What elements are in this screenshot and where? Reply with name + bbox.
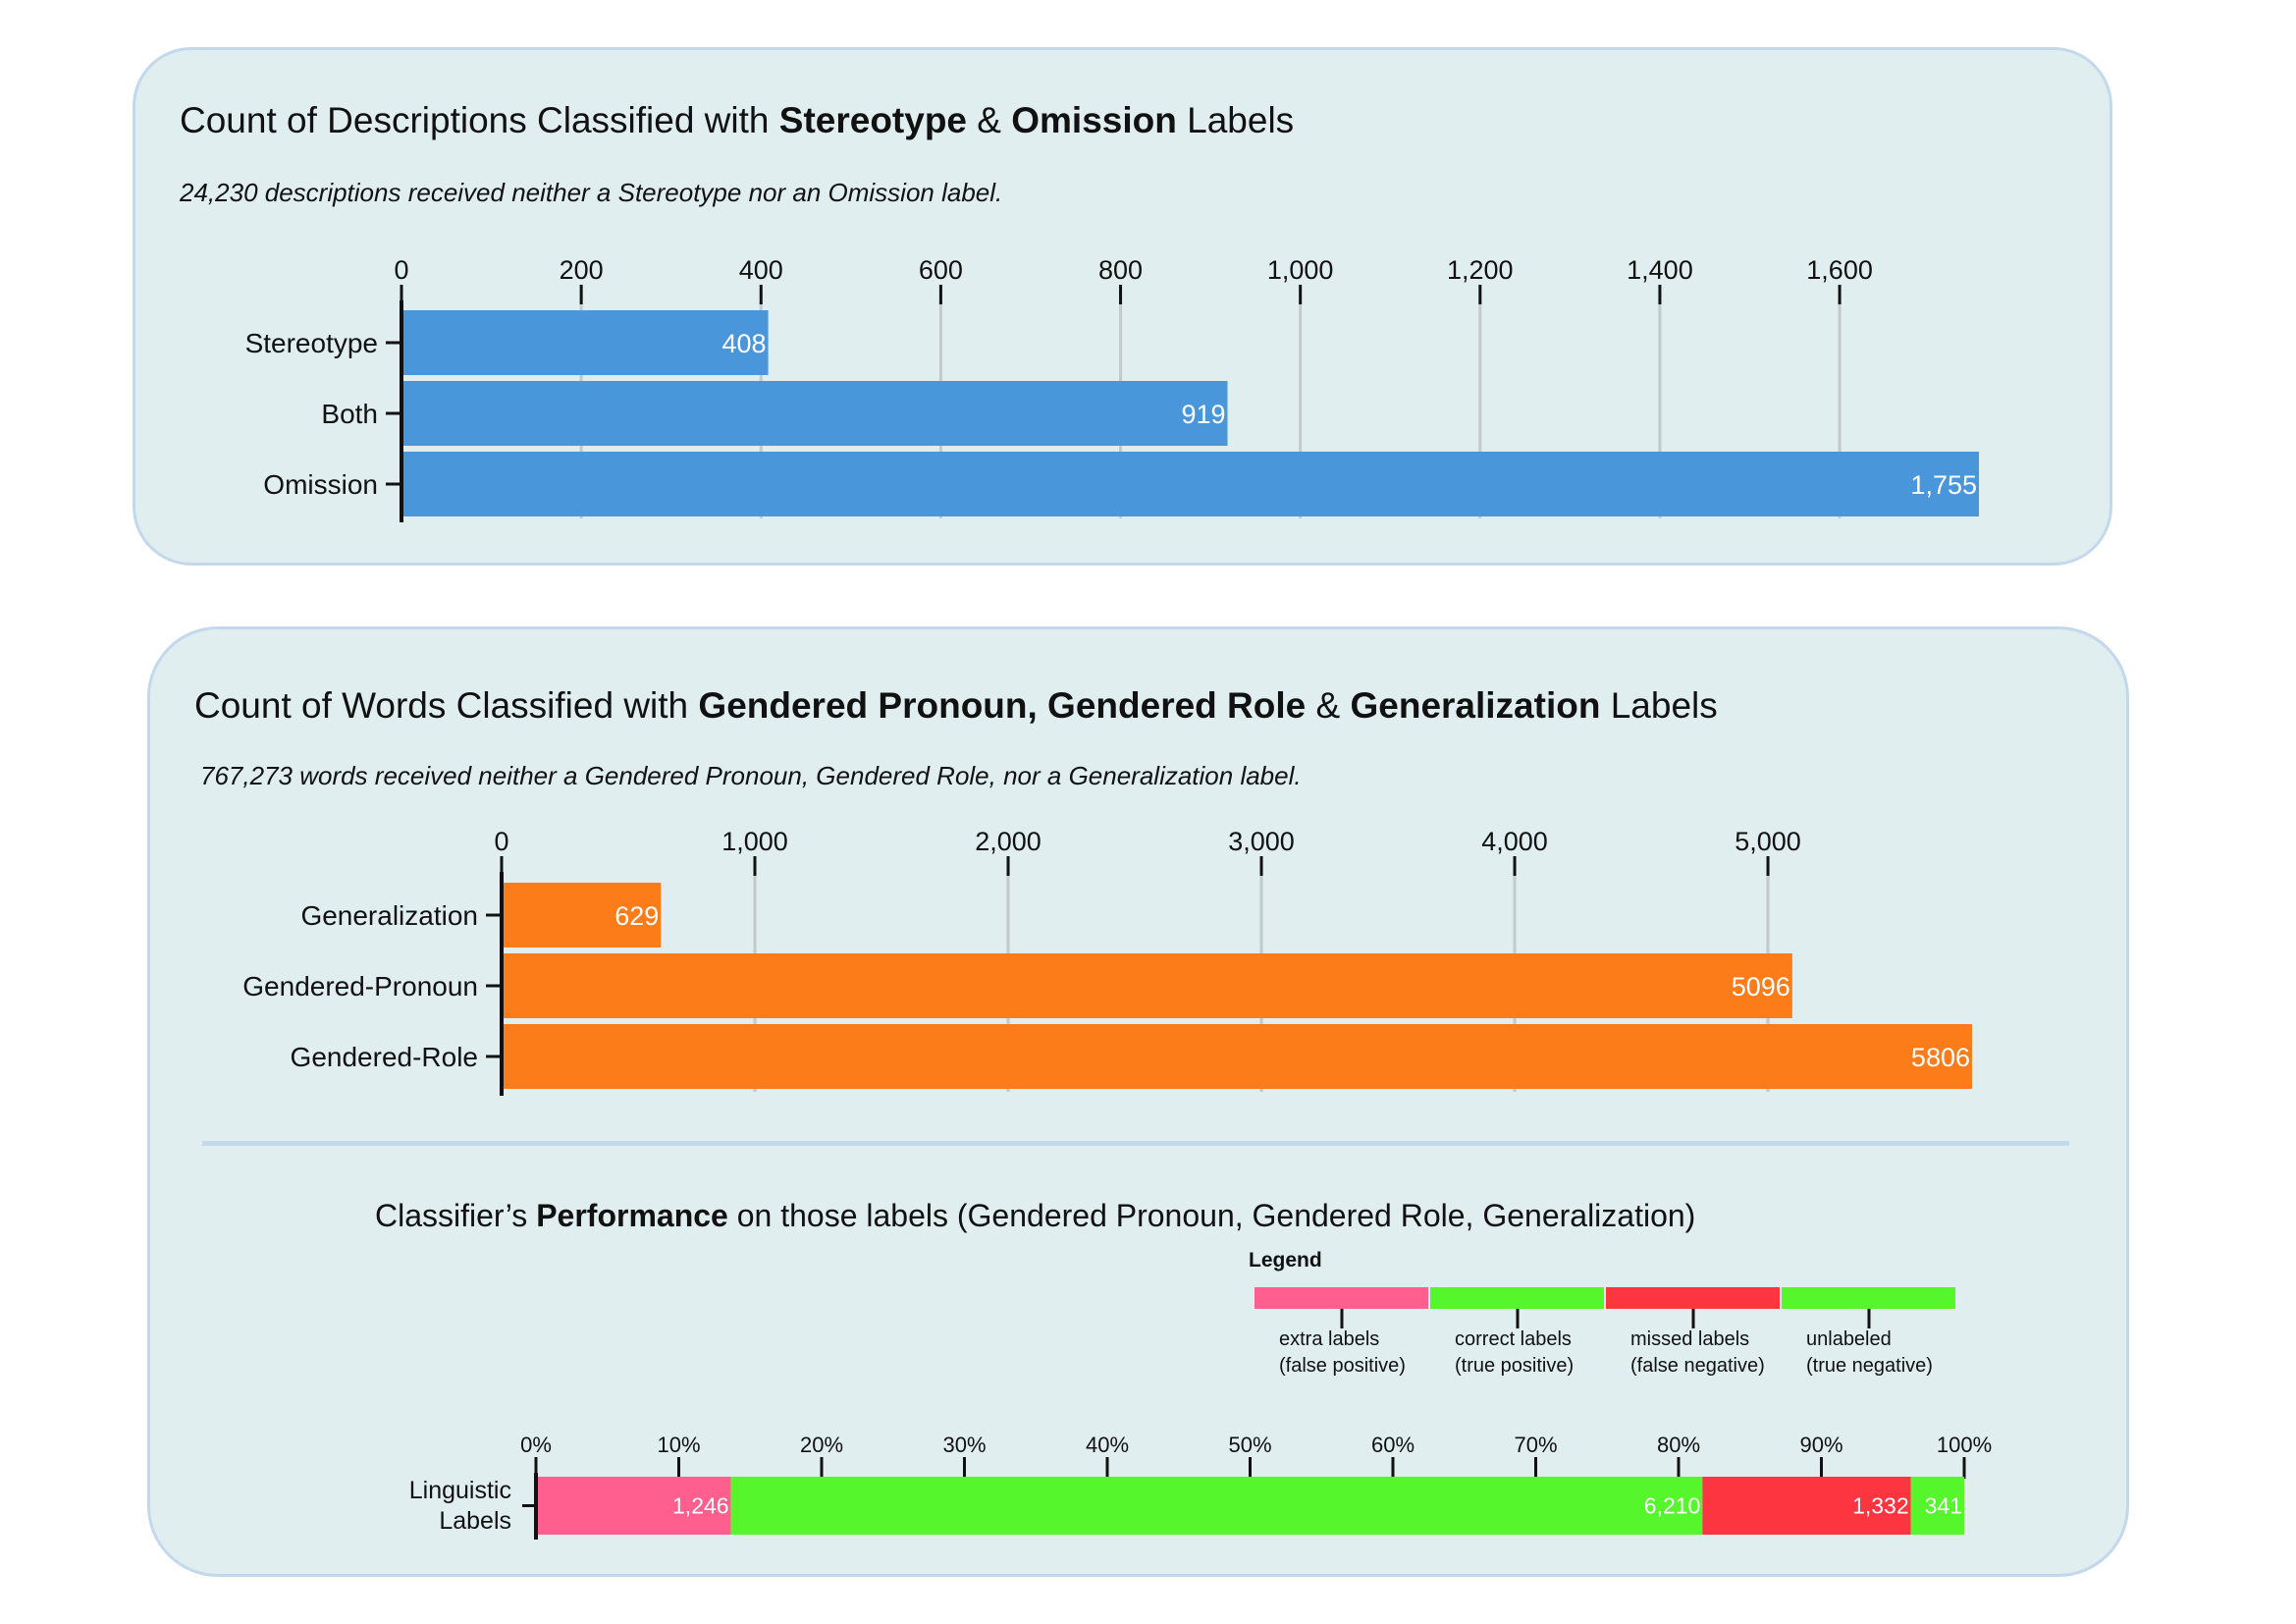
stacked-segment [1910, 1477, 1964, 1535]
x-tick-label: 1,400 [1627, 255, 1693, 285]
legend-label: missed labels [1630, 1328, 1749, 1350]
title-segment: Classifier’s [375, 1198, 537, 1233]
legend-swatch [1255, 1287, 1428, 1309]
stacked-segment [1702, 1477, 1911, 1535]
legend-title: Legend [1249, 1249, 1322, 1272]
stacked-segment [536, 1477, 731, 1535]
bar-value-label: 919 [1181, 400, 1225, 429]
bar-value-label: 1,755 [1910, 470, 1977, 500]
x-tick-label: 1,000 [721, 827, 788, 856]
x-tick-label: 20% [800, 1433, 843, 1457]
bar [401, 452, 1979, 516]
title-segment: Count of Descriptions Classified with [180, 100, 779, 140]
category-label: Omission [263, 469, 378, 500]
category-label: Stereotype [245, 328, 378, 358]
segment-value-label: 1,332 [1852, 1493, 1909, 1519]
category-label: Linguistic [409, 1477, 511, 1504]
x-tick-label: 5,000 [1735, 827, 1801, 856]
legend-label: (false positive) [1279, 1355, 1406, 1377]
legend-swatch [1782, 1287, 1955, 1309]
title-segment: on those labels (Gendered Pronoun, Gende… [727, 1198, 1696, 1233]
title-segment: & [1306, 685, 1351, 726]
bar-value-label: 5096 [1732, 972, 1790, 1001]
segment-value-label: 1,246 [672, 1493, 729, 1519]
descriptions-chart-title: Count of Descriptions Classified with St… [180, 100, 1294, 141]
words-chart-subtitle: 767,273 words received neither a Gendere… [200, 761, 1302, 790]
x-tick-label: 1,200 [1447, 255, 1514, 285]
category-label: Gendered-Role [291, 1042, 478, 1072]
category-label: Gendered-Pronoun [242, 971, 478, 1001]
category-label: Labels [439, 1507, 511, 1535]
bar-value-label: 5806 [1911, 1043, 1970, 1072]
x-tick-label: 80% [1657, 1433, 1700, 1457]
descriptions-chart-subtitle: 24,230 descriptions received neither a S… [180, 178, 1003, 207]
bar-value-label: 408 [722, 329, 767, 358]
x-tick-label: 0 [394, 255, 408, 285]
legend-label: correct labels [1455, 1328, 1572, 1350]
bar [401, 310, 769, 375]
x-tick-label: 1,600 [1806, 255, 1873, 285]
segment-value-label: 341 [1925, 1493, 1962, 1519]
legend-swatch [1606, 1287, 1780, 1309]
x-tick-label: 200 [560, 255, 604, 285]
x-tick-label: 50% [1228, 1433, 1271, 1457]
category-label: Both [321, 399, 378, 429]
x-tick-label: 40% [1086, 1433, 1129, 1457]
x-tick-label: 70% [1514, 1433, 1557, 1457]
legend-label: unlabeled [1806, 1328, 1892, 1350]
x-tick-label: 0 [494, 827, 508, 856]
x-tick-label: 30% [942, 1433, 986, 1457]
x-tick-label: 1,000 [1267, 255, 1334, 285]
title-segment: Gendered Pronoun, Gendered Role [698, 685, 1307, 726]
x-tick-label: 10% [657, 1433, 700, 1457]
title-segment: Generalization [1350, 685, 1601, 726]
category-label: Generalization [300, 900, 478, 931]
title-segment: Labels [1600, 685, 1718, 726]
title-segment: & [967, 100, 1012, 140]
title-segment: Labels [1176, 100, 1295, 140]
legend-label: extra labels [1279, 1328, 1379, 1350]
section-divider [202, 1141, 2069, 1146]
legend-label: (true negative) [1806, 1355, 1933, 1377]
title-segment: Omission [1011, 100, 1177, 140]
bar [502, 953, 1792, 1018]
legend-swatch [1430, 1287, 1604, 1309]
stacked-segment [730, 1477, 1703, 1535]
x-tick-label: 2,000 [975, 827, 1041, 856]
legend-label: (false negative) [1630, 1355, 1765, 1377]
title-segment: Performance [536, 1198, 728, 1233]
x-tick-label: 100% [1937, 1433, 1992, 1457]
bar [401, 381, 1228, 446]
x-tick-label: 800 [1098, 255, 1143, 285]
x-tick-label: 400 [739, 255, 783, 285]
title-segment: Count of Words Classified with [194, 685, 699, 726]
x-tick-label: 4,000 [1481, 827, 1548, 856]
x-tick-label: 60% [1371, 1433, 1415, 1457]
performance-chart-title: Classifier’s Performance on those labels… [375, 1198, 1695, 1234]
x-tick-label: 3,000 [1228, 827, 1295, 856]
x-tick-label: 0% [520, 1433, 552, 1457]
x-tick-label: 600 [919, 255, 963, 285]
segment-value-label: 6,210 [1644, 1493, 1701, 1519]
title-segment: Stereotype [778, 100, 967, 140]
x-tick-label: 90% [1799, 1433, 1842, 1457]
words-panel [147, 626, 2129, 1577]
bar-value-label: 629 [614, 901, 659, 931]
bar [502, 883, 662, 947]
legend-label: (true positive) [1455, 1355, 1574, 1377]
words-chart-title: Count of Words Classified with Gendered … [194, 685, 1718, 727]
bar [502, 1024, 1972, 1089]
